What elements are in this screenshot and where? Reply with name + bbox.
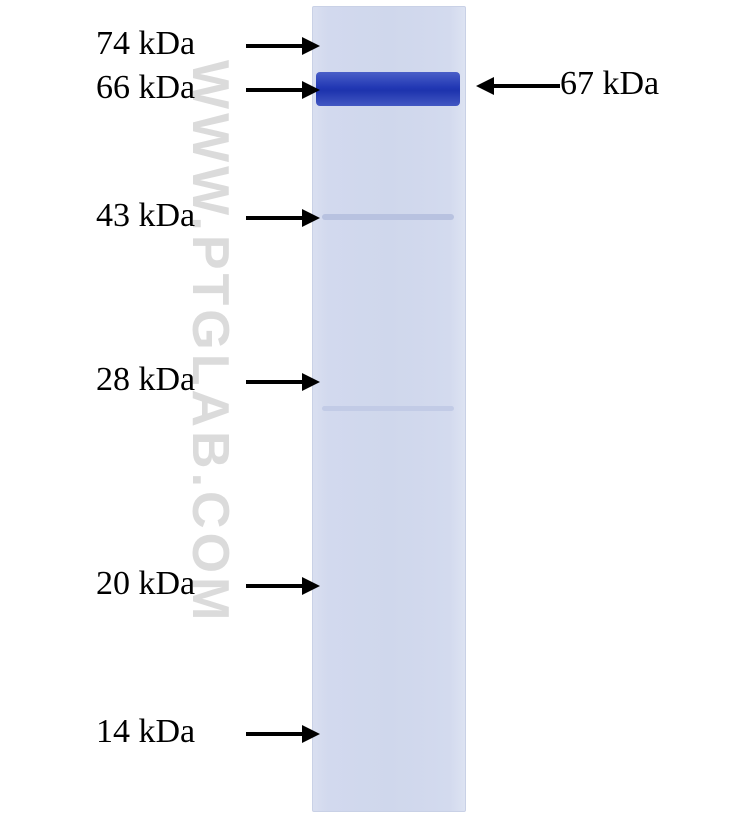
target-band-label: 67 kDa [560,65,659,103]
watermark-text: WWW.PTGLAB.COM [180,60,240,624]
main-protein-band [316,72,460,106]
marker-label: 28 kDa [96,361,195,399]
marker-label: 66 kDa [96,69,195,107]
arrow-head-icon [302,373,320,391]
arrow-head-icon [302,37,320,55]
faint-band [322,406,454,411]
gel-figure: WWW.PTGLAB.COM 74 kDa 66 kDa 43 kDa 28 kDa 2… [0,0,740,816]
marker-label: 43 kDa [96,197,195,235]
arrow-shaft [494,84,560,88]
arrow-shaft [246,88,302,92]
arrow-shaft [246,380,302,384]
arrow-head-icon [302,81,320,99]
arrow-shaft [246,44,302,48]
marker-label: 74 kDa [96,25,195,63]
marker-label: 20 kDa [96,565,195,603]
arrow-head-icon [302,725,320,743]
arrow-head-icon [476,77,494,95]
arrow-shaft [246,216,302,220]
arrow-shaft [246,732,302,736]
arrow-head-icon [302,209,320,227]
faint-band [322,214,454,220]
arrow-head-icon [302,577,320,595]
marker-label: 14 kDa [96,713,195,751]
arrow-shaft [246,584,302,588]
